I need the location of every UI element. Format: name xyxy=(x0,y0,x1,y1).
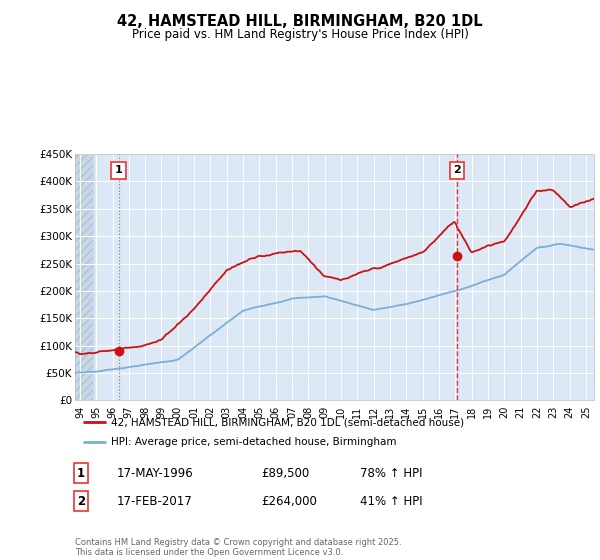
Text: £264,000: £264,000 xyxy=(261,494,317,508)
Text: 1: 1 xyxy=(77,466,85,480)
Text: 2: 2 xyxy=(454,165,461,175)
Text: 17-MAY-1996: 17-MAY-1996 xyxy=(117,466,194,480)
Text: £89,500: £89,500 xyxy=(261,466,309,480)
Text: 42, HAMSTEAD HILL, BIRMINGHAM, B20 1DL: 42, HAMSTEAD HILL, BIRMINGHAM, B20 1DL xyxy=(117,14,483,29)
Text: 41% ↑ HPI: 41% ↑ HPI xyxy=(360,494,422,508)
Text: 1: 1 xyxy=(115,165,122,175)
Text: HPI: Average price, semi-detached house, Birmingham: HPI: Average price, semi-detached house,… xyxy=(112,437,397,447)
Text: 2: 2 xyxy=(77,494,85,508)
Bar xyxy=(75,154,93,400)
Text: Contains HM Land Registry data © Crown copyright and database right 2025.
This d: Contains HM Land Registry data © Crown c… xyxy=(75,538,401,557)
Text: Price paid vs. HM Land Registry's House Price Index (HPI): Price paid vs. HM Land Registry's House … xyxy=(131,28,469,41)
Text: 42, HAMSTEAD HILL, BIRMINGHAM, B20 1DL (semi-detached house): 42, HAMSTEAD HILL, BIRMINGHAM, B20 1DL (… xyxy=(112,417,464,427)
Bar xyxy=(75,154,93,400)
Text: 17-FEB-2017: 17-FEB-2017 xyxy=(117,494,193,508)
Text: 78% ↑ HPI: 78% ↑ HPI xyxy=(360,466,422,480)
